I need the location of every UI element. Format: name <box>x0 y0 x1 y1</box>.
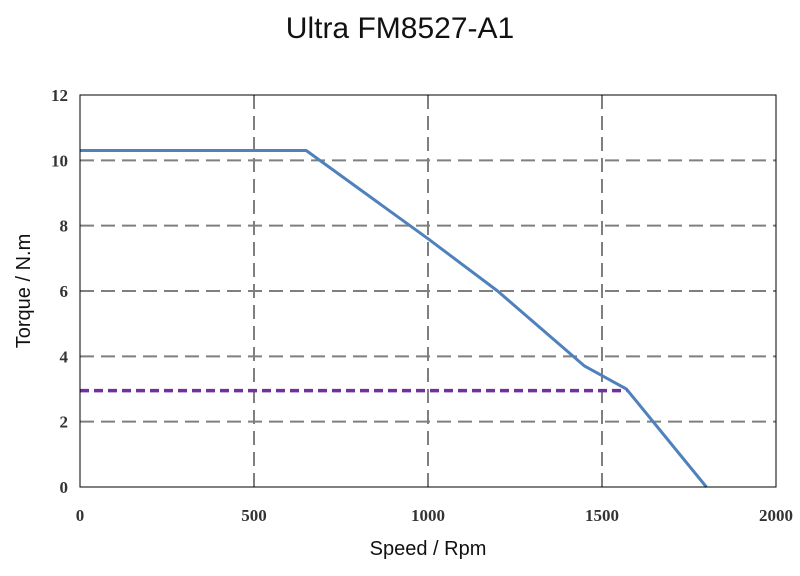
x-tick-label: 2000 <box>759 506 793 525</box>
x-axis-label: Speed / Rpm <box>370 538 487 560</box>
series-line-0 <box>80 149 708 488</box>
x-tick-labels: 0 500 1000 1500 2000 <box>76 506 793 525</box>
y-tick-label: 12 <box>51 86 68 105</box>
grid-lines <box>80 95 776 487</box>
x-tick-label: 500 <box>241 506 267 525</box>
y-axis-label: Torque / N.m <box>13 234 35 348</box>
y-tick-labels: 0 2 4 6 8 10 12 <box>51 86 69 497</box>
y-tick-label: 0 <box>60 478 69 497</box>
chart-title: Ultra FM8527-A1 <box>285 12 515 45</box>
plot-area-border <box>79 94 777 488</box>
x-tick-label: 1000 <box>411 506 445 525</box>
y-tick-label: 10 <box>51 151 68 170</box>
x-tick-label: 1500 <box>585 506 619 525</box>
y-tick-label: 2 <box>60 413 69 432</box>
y-tick-label: 8 <box>60 217 69 236</box>
series-lines <box>80 149 708 488</box>
y-tick-label: 4 <box>60 347 69 366</box>
y-tick-label: 6 <box>60 282 69 301</box>
x-tick-label: 0 <box>76 506 85 525</box>
